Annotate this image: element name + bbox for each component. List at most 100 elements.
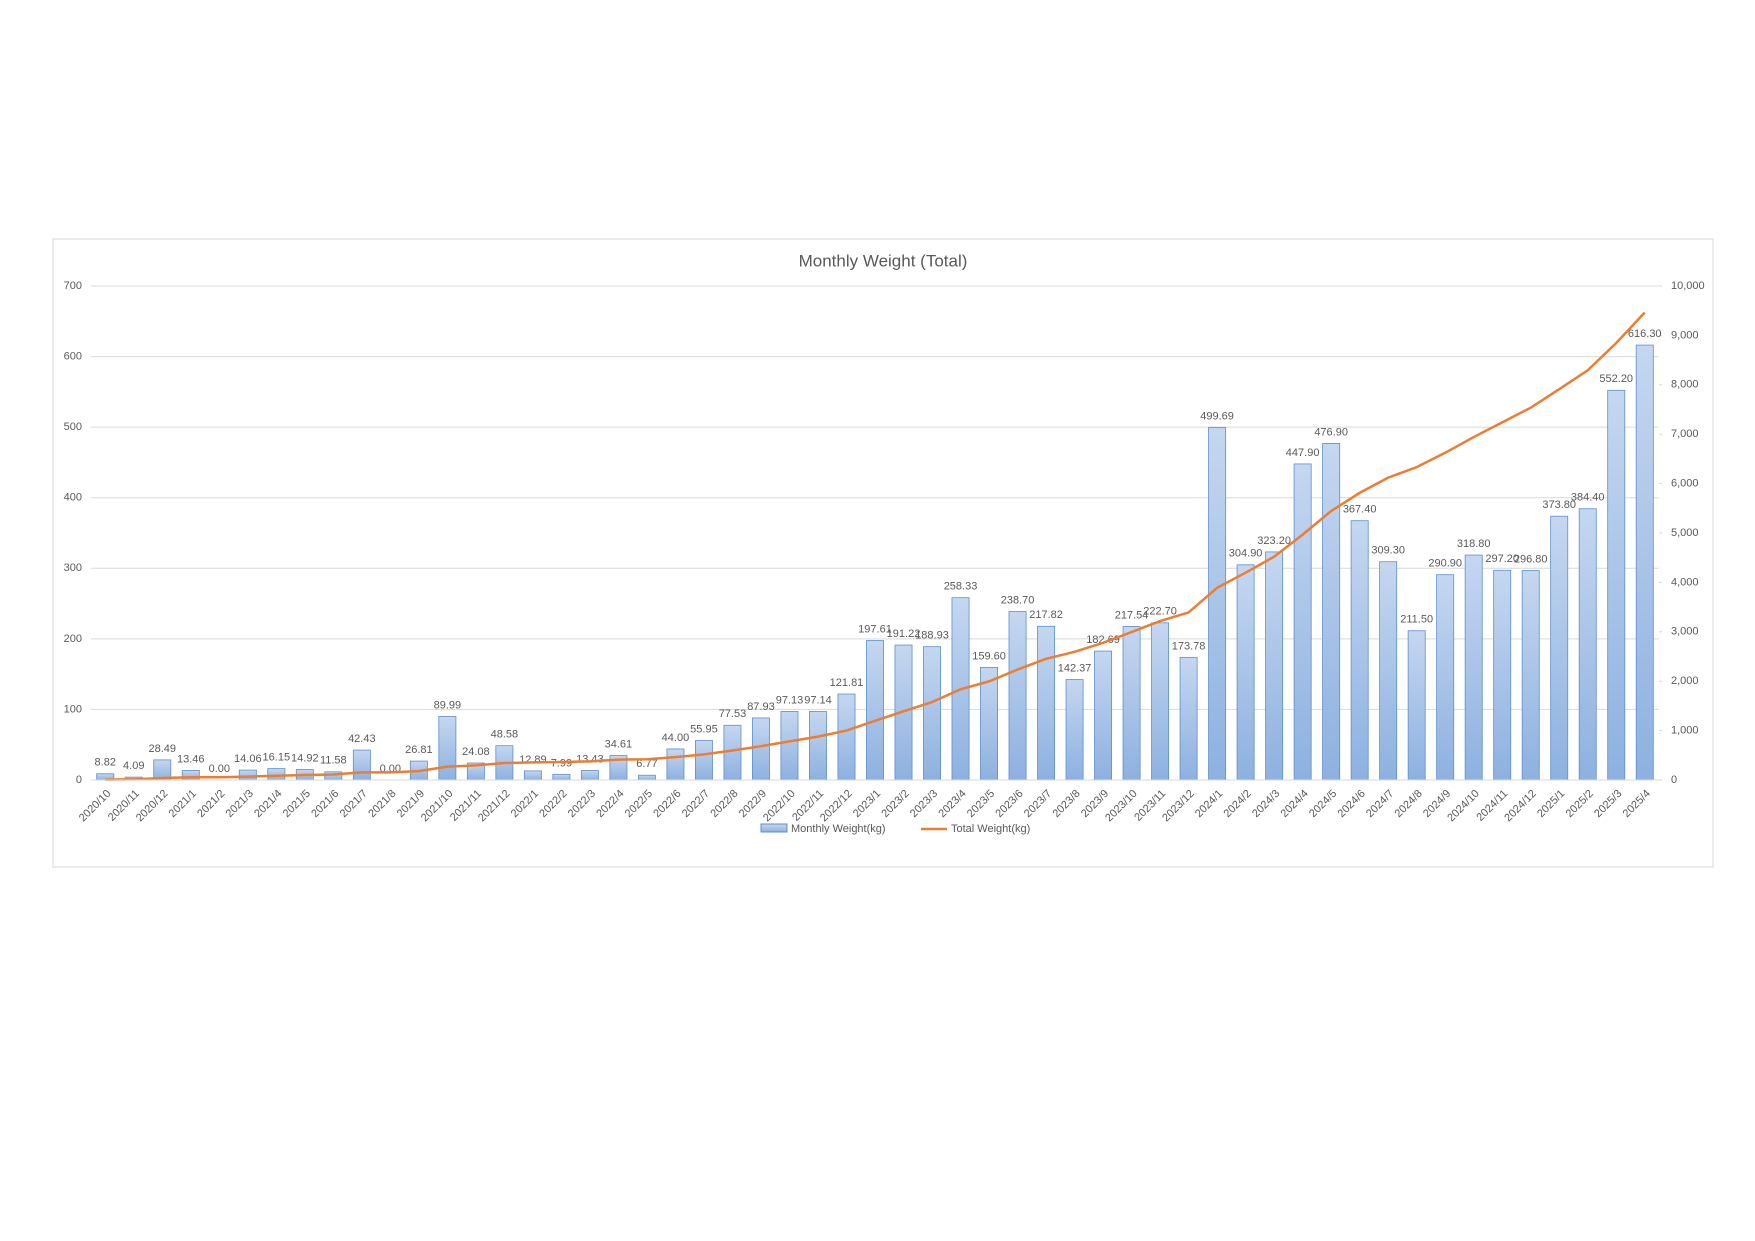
bar [866, 640, 884, 781]
bar [752, 717, 770, 781]
data-label: 217.82 [1029, 609, 1063, 621]
bar [837, 693, 856, 781]
data-label: 28.49 [149, 743, 177, 755]
data-label: 87.93 [747, 701, 775, 713]
data-label: 159.60 [972, 650, 1006, 662]
data-label: 121.81 [830, 677, 864, 689]
bar [1464, 554, 1483, 781]
data-label: 258.33 [944, 581, 978, 593]
data-label: 16.15 [263, 752, 291, 764]
bar [780, 711, 799, 781]
data-label: 217.54 [1115, 609, 1149, 621]
data-label: 24.08 [462, 746, 490, 758]
data-label: 4.09 [123, 760, 144, 772]
bar [809, 711, 827, 781]
bar [1179, 656, 1198, 781]
data-label: 384.40 [1571, 492, 1605, 504]
data-label: 7.99 [551, 757, 572, 769]
data-label: 11.58 [320, 755, 347, 767]
bar [1236, 564, 1255, 781]
y-tick-label: 500 [64, 421, 82, 433]
data-label: 97.13 [776, 694, 804, 706]
y2-tick-label: 3,000 [1671, 626, 1699, 638]
bar [637, 774, 656, 781]
data-label: 367.40 [1343, 504, 1377, 516]
data-label: 55.95 [690, 723, 718, 735]
chart-title: Monthly Weight (Total) [799, 251, 968, 270]
y2-tick-label: 6,000 [1671, 478, 1699, 490]
bar [1607, 389, 1626, 781]
bar [723, 724, 742, 781]
bar [666, 748, 685, 781]
bar [1521, 570, 1540, 781]
data-label: 97.14 [804, 694, 832, 706]
data-label: 476.90 [1314, 426, 1348, 438]
y2-tick-label: 1,000 [1671, 725, 1699, 737]
data-label: 12.89 [519, 754, 547, 766]
data-label: 238.70 [1001, 594, 1035, 606]
data-label: 34.61 [605, 738, 633, 750]
data-label: 44.00 [662, 732, 690, 744]
bar [923, 646, 941, 781]
bar [1151, 622, 1170, 781]
y2-tick-label: 5,000 [1671, 527, 1699, 539]
bar [552, 773, 571, 781]
bar [1322, 443, 1341, 781]
y-tick-label: 300 [64, 562, 82, 574]
data-label: 173.78 [1172, 640, 1206, 652]
data-label: 26.81 [405, 744, 433, 756]
data-label: 197.61 [858, 623, 892, 635]
data-label: 188.93 [915, 630, 949, 642]
data-label: 309.30 [1371, 545, 1405, 557]
y-tick-label: 200 [64, 633, 82, 645]
data-label: 182.69 [1086, 634, 1120, 646]
y2-tick-label: 0 [1671, 774, 1677, 786]
bar [1550, 515, 1569, 781]
data-label: 297.20 [1485, 553, 1519, 565]
y-tick-label: 700 [64, 280, 82, 292]
bar [1379, 561, 1398, 781]
data-label: 447.90 [1286, 447, 1320, 459]
y-tick-label: 0 [76, 774, 82, 786]
bar [1065, 679, 1084, 781]
data-label: 0.00 [209, 763, 230, 775]
bar [1208, 426, 1227, 781]
y2-tick-label: 2,000 [1671, 675, 1699, 687]
bar [1436, 574, 1455, 781]
bar [1407, 630, 1426, 781]
y2-tick-label: 4,000 [1671, 576, 1699, 588]
data-label: 6.77 [636, 758, 657, 770]
bar [267, 768, 286, 781]
bar [523, 770, 542, 781]
data-label: 42.43 [348, 733, 376, 745]
y2-tick-label: 9,000 [1671, 329, 1699, 341]
bar [580, 770, 599, 781]
y-tick-label: 400 [64, 492, 82, 504]
data-label: 13.46 [177, 753, 205, 765]
legend-label: Monthly Weight(kg) [791, 823, 886, 835]
bar [1293, 463, 1312, 781]
bar [1493, 569, 1512, 781]
data-label: 290.90 [1428, 558, 1462, 570]
y2-tick-label: 10,000 [1671, 280, 1705, 292]
data-label: 14.06 [234, 753, 262, 765]
bar [1350, 520, 1369, 781]
bar [352, 749, 371, 781]
data-label: 8.82 [95, 757, 116, 769]
line-series [105, 311, 1646, 781]
data-label: 48.58 [491, 729, 519, 741]
bar [238, 769, 257, 781]
data-label: 304.90 [1229, 548, 1263, 560]
data-label: 191.22 [887, 628, 921, 640]
legend-label: Total Weight(kg) [951, 823, 1030, 835]
data-label: 323.20 [1257, 535, 1291, 547]
bar [1635, 344, 1654, 781]
bar [438, 716, 457, 781]
bar [1122, 626, 1141, 781]
data-label: 77.53 [719, 708, 747, 720]
legend-swatch [760, 823, 788, 833]
y2-tick-label: 7,000 [1671, 428, 1699, 440]
bar [1008, 611, 1027, 781]
y-tick-label: 600 [64, 350, 82, 362]
